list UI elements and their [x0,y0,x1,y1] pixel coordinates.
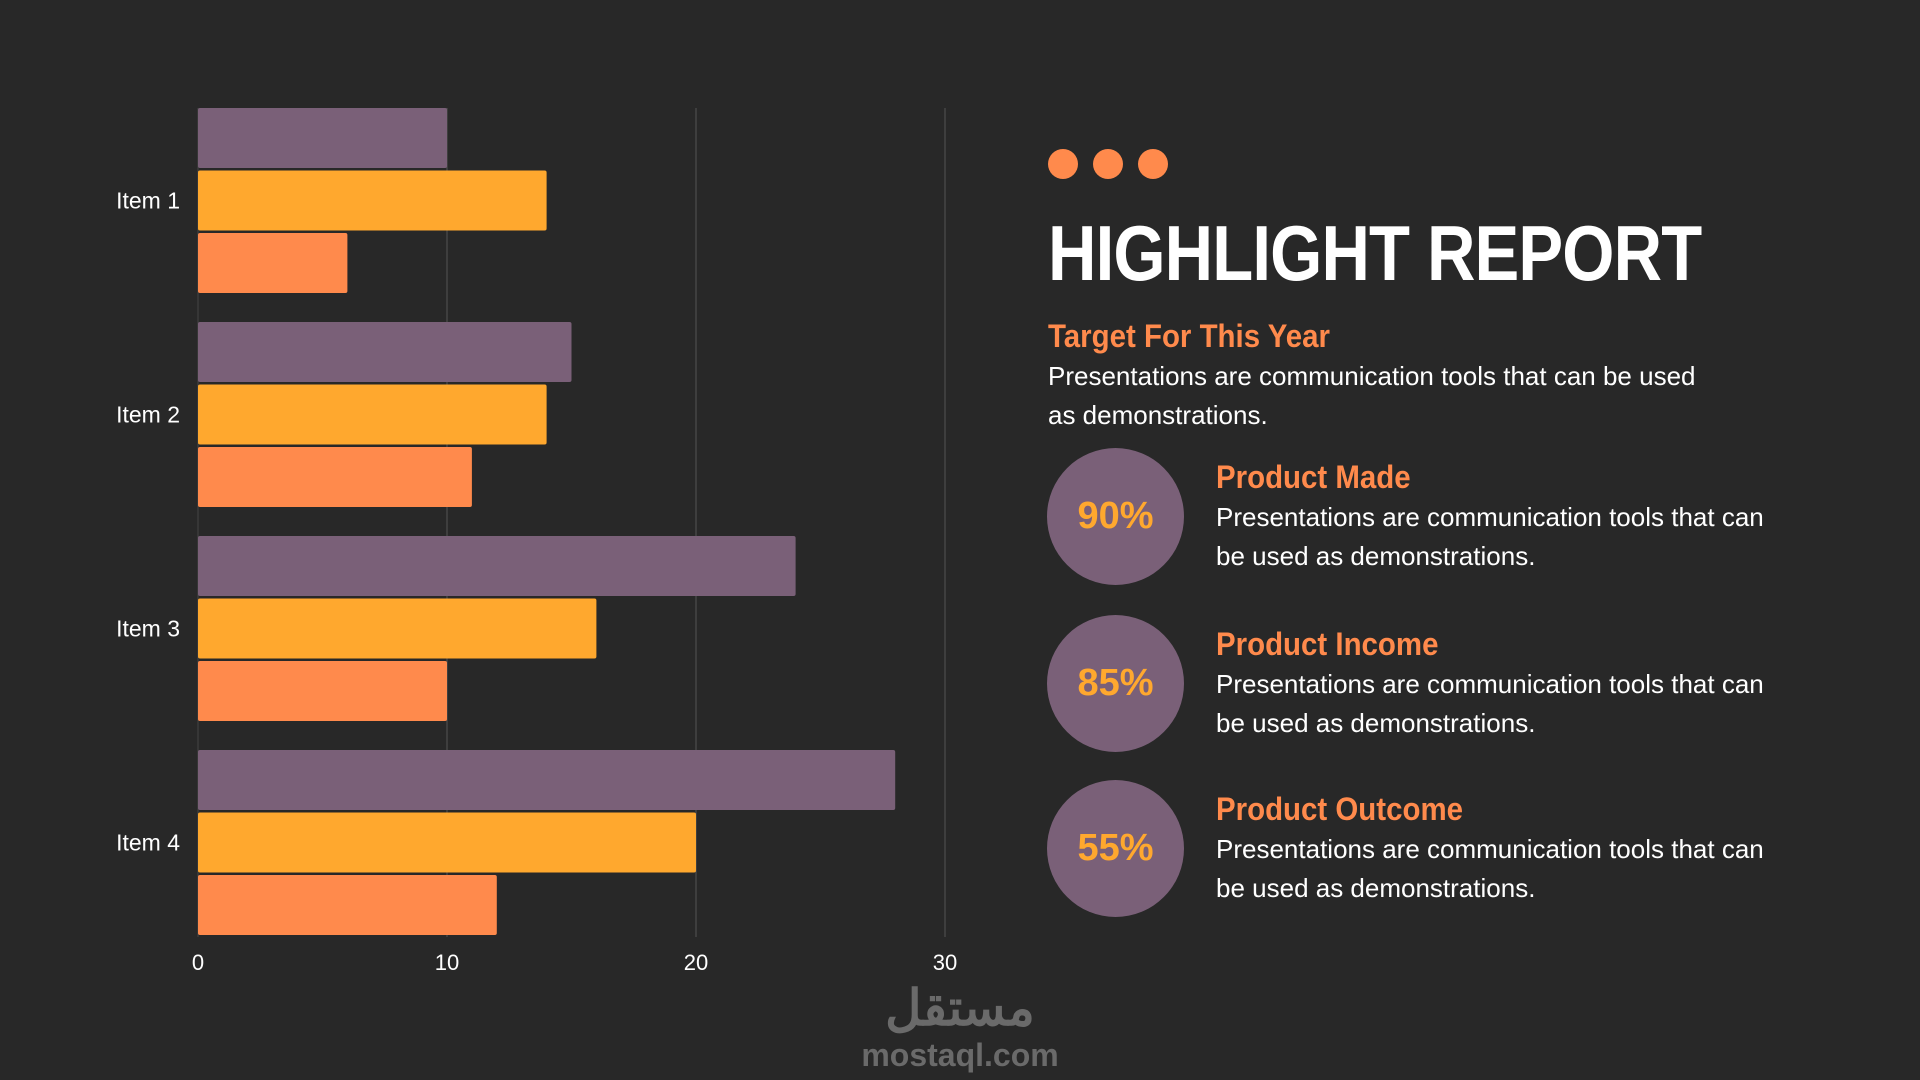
x-tick-label: 20 [684,950,708,975]
target-heading: Target For This Year [1048,318,1330,354]
stat-heading: Product Outcome [1216,791,1463,827]
bar [198,322,572,382]
stat-percent: 90% [1077,495,1154,537]
bar [198,812,696,873]
stat-percent: 85% [1077,662,1154,704]
target-text: Presentations are communication tools th… [1048,361,1696,430]
decor-dot [1093,149,1123,179]
bar [198,170,547,231]
stat-heading: Product Made [1216,459,1411,495]
stat-circle: 85% [1047,615,1184,752]
decor-dot [1048,149,1078,179]
x-tick-label: 0 [192,950,204,975]
bar [198,750,896,810]
bar [198,384,547,445]
x-tick-label: 30 [933,950,957,975]
bar [198,447,472,507]
stat-percent: 55% [1077,827,1154,869]
stat-heading: Product Income [1216,626,1439,662]
bar [198,661,447,721]
bar [198,233,348,293]
bar [198,598,597,659]
watermark-logo: مستقل mostaql.com [830,980,1090,1074]
stat-text: Presentations are communication tools th… [1216,834,1764,903]
stat-circle: 90% [1047,448,1184,585]
watermark-arabic: مستقل [885,980,1035,1036]
report-title: HIGHLIGHT REPORT [1048,209,1702,297]
bar [198,875,497,935]
bar [198,108,447,168]
watermark-latin: mostaql.com [861,1037,1059,1073]
category-label: Item 4 [116,830,180,856]
bar [198,536,796,596]
x-tick-label: 10 [435,950,459,975]
stat-text: Presentations are communication tools th… [1216,669,1764,738]
category-label: Item 1 [116,188,180,214]
category-label: Item 2 [116,402,180,428]
category-label: Item 3 [116,616,180,642]
stat-text: Presentations are communication tools th… [1216,502,1764,571]
bar-chart: 0 10 20 30 Item 1 Item 2 Item 3 Item 4 [116,108,957,975]
decor-dot [1138,149,1168,179]
stat-circle: 55% [1047,780,1184,917]
